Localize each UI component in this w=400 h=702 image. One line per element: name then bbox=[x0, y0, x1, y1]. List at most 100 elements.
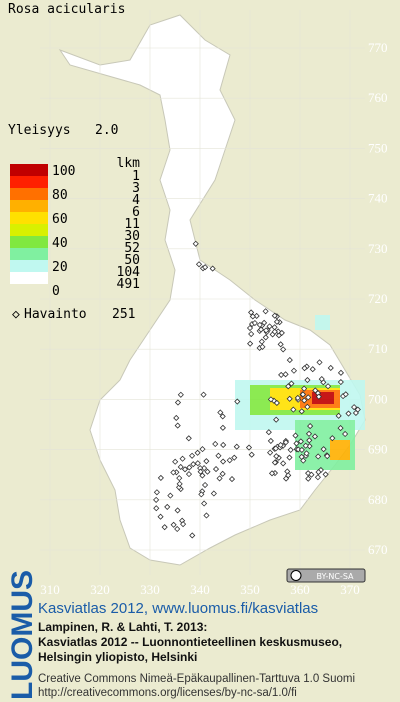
license-badge: BY-NC-SA bbox=[286, 568, 366, 583]
count-label: 3 bbox=[132, 181, 140, 196]
observation-dot bbox=[215, 452, 222, 459]
observation-dot bbox=[290, 406, 297, 413]
observation-dot bbox=[300, 457, 307, 464]
observation-dot bbox=[186, 464, 193, 471]
count-label: 491 bbox=[117, 277, 140, 292]
observation-dot bbox=[265, 429, 272, 436]
observation-dot bbox=[277, 341, 284, 348]
count-label: 50 bbox=[124, 253, 140, 268]
observation-dot bbox=[295, 446, 302, 453]
observation-dot bbox=[170, 469, 177, 476]
observation-dot bbox=[157, 513, 164, 520]
observation-dot bbox=[304, 376, 311, 384]
observation-dot bbox=[337, 378, 344, 386]
license-line: http://creativecommons.org/licenses/by-n… bbox=[38, 687, 297, 699]
y-tick-label: 770 bbox=[368, 40, 388, 55]
scale-label: 0 bbox=[52, 284, 60, 299]
x-tick-label: 340 bbox=[190, 582, 210, 597]
count-label: 30 bbox=[124, 229, 140, 244]
observation-dot bbox=[342, 391, 349, 398]
x-tick-label: 310 bbox=[40, 582, 60, 597]
observation-dot bbox=[177, 463, 184, 471]
observation-dot bbox=[324, 453, 331, 460]
badge-box bbox=[286, 568, 366, 583]
observation-dot bbox=[309, 366, 316, 373]
density-blobs bbox=[235, 315, 365, 470]
observation-dot bbox=[212, 440, 219, 448]
observation-dot bbox=[267, 449, 274, 456]
observation-dot bbox=[301, 385, 308, 392]
observation-dot bbox=[194, 449, 201, 456]
observation-dot bbox=[202, 264, 209, 271]
legend-swatch bbox=[10, 224, 48, 236]
scale-label: 20 bbox=[52, 260, 68, 275]
observation-dot bbox=[199, 446, 206, 453]
observation-dot bbox=[174, 507, 181, 514]
observation-dot bbox=[195, 261, 203, 268]
observation-dot bbox=[200, 391, 207, 398]
observation-dot bbox=[248, 451, 255, 458]
legend-swatch bbox=[10, 200, 48, 212]
y-tick-label: 700 bbox=[368, 391, 388, 406]
observation-dot bbox=[312, 387, 319, 394]
y-tick-label: 690 bbox=[368, 442, 388, 457]
y-tick-label: 750 bbox=[368, 140, 388, 155]
observations-count: 251 bbox=[112, 307, 135, 322]
observation-dot bbox=[219, 413, 226, 420]
observation-dot bbox=[181, 466, 189, 473]
observation-dot bbox=[248, 330, 255, 338]
y-tick-label: 670 bbox=[368, 542, 388, 557]
badge-text: BY-NC-SA bbox=[316, 572, 354, 581]
observation-dot bbox=[219, 470, 226, 477]
legend-swatch bbox=[10, 260, 48, 272]
observation-dot bbox=[153, 496, 160, 503]
observation-dot bbox=[335, 412, 342, 419]
observation-dot bbox=[219, 424, 226, 431]
observation-dot bbox=[307, 423, 314, 430]
observation-dot bbox=[248, 309, 255, 316]
observation-dot bbox=[180, 521, 187, 528]
observation-dot bbox=[179, 455, 186, 462]
observation-dot bbox=[190, 461, 197, 468]
legend-swatch bbox=[10, 212, 48, 224]
cc-icon bbox=[290, 570, 302, 581]
observation-dot bbox=[286, 454, 293, 461]
observation-dot bbox=[203, 512, 210, 519]
observation-dot bbox=[302, 442, 309, 449]
observation-dot bbox=[258, 338, 265, 345]
observation-dot bbox=[247, 340, 254, 347]
observation-dot bbox=[287, 446, 294, 453]
observation-dot bbox=[157, 474, 164, 481]
observation-dot bbox=[285, 472, 292, 479]
observation-dot bbox=[318, 376, 325, 383]
observation-dot bbox=[201, 481, 209, 489]
logo: LUOMUS bbox=[6, 570, 39, 700]
count-label: 6 bbox=[132, 205, 140, 220]
observation-dot bbox=[172, 458, 179, 465]
observation-dot bbox=[351, 404, 358, 411]
observation-dot bbox=[299, 391, 307, 398]
observation-dot bbox=[216, 475, 223, 482]
observation-dot bbox=[177, 391, 184, 398]
observation-dot bbox=[298, 446, 305, 453]
observation-dot bbox=[164, 503, 171, 510]
observation-dot bbox=[259, 343, 266, 350]
observation-dot bbox=[176, 475, 183, 482]
observation-dot bbox=[253, 312, 260, 320]
observation-dot bbox=[203, 458, 210, 465]
observation-dot bbox=[245, 444, 253, 451]
observation-dot bbox=[316, 359, 323, 366]
observation-dot bbox=[286, 357, 293, 364]
observation-dot bbox=[290, 367, 298, 374]
dot-symbol: ◇ bbox=[12, 307, 20, 322]
observation-dot bbox=[303, 450, 310, 457]
license-line: Creative Commons Nimeä-Epäkaupallinen-Ta… bbox=[38, 673, 355, 685]
legend-swatch bbox=[10, 236, 48, 248]
observation-dot bbox=[320, 446, 327, 453]
x-tick-label: 370 bbox=[340, 582, 360, 597]
observation-dot bbox=[277, 441, 284, 449]
frequency-value: 2.0 bbox=[95, 123, 118, 138]
legend-swatch bbox=[10, 272, 48, 284]
x-tick-label: 320 bbox=[90, 582, 110, 597]
